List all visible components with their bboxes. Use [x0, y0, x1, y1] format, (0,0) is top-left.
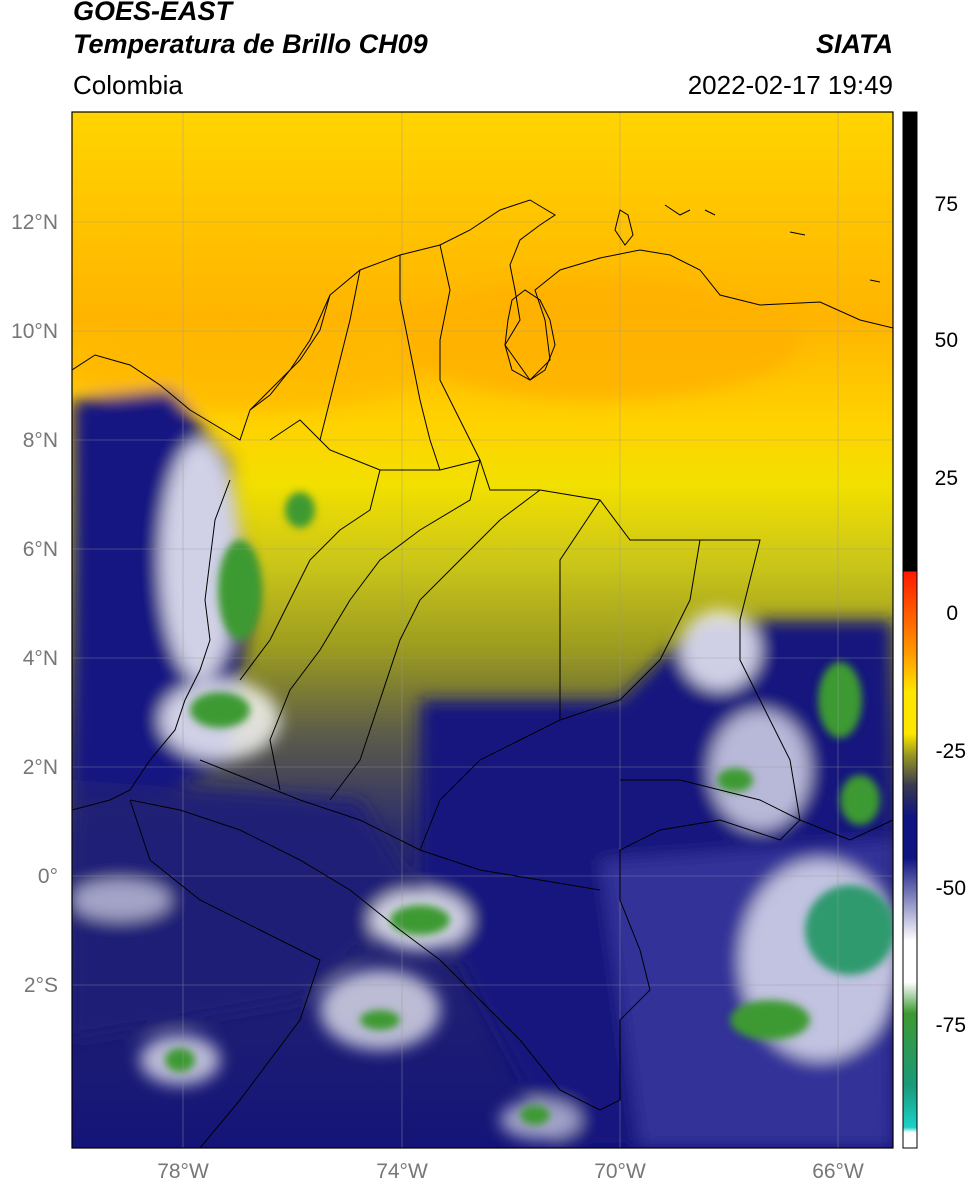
lon-tick-78w: 78°W	[157, 1160, 209, 1183]
map-frame	[71, 111, 894, 1149]
inner-border-3	[419, 499, 601, 851]
inner-border-7	[319, 269, 361, 441]
lat-tick-10n: 10°N	[11, 320, 58, 343]
lon-tick-66w: 66°W	[812, 1160, 864, 1183]
boundaries	[72, 199, 893, 1148]
colombia-border	[129, 419, 801, 1111]
colorbar-bar	[902, 111, 918, 1149]
cb-tick-25: 25	[935, 467, 958, 490]
lat-tick-6n: 6°N	[23, 538, 58, 561]
lat-tick-2s: 2°S	[24, 974, 58, 997]
product-title: Temperatura de Brillo CH09	[73, 29, 428, 59]
lat-tick-labels: 12°N 10°N 8°N 6°N 4°N 2°N 0° 2°S	[11, 211, 58, 997]
lat-tick-4n: 4°N	[23, 647, 58, 670]
cb-tick-0: 0	[946, 602, 958, 625]
inner-border-2	[329, 489, 541, 801]
lon-tick-74w: 74°W	[376, 1160, 428, 1183]
lake-maracaibo	[504, 289, 556, 381]
datetime-label: 2022-02-17 19:49	[687, 70, 893, 100]
inner-border-10	[199, 759, 601, 891]
pacific-coast	[72, 479, 231, 811]
graticule	[72, 112, 893, 1148]
satellite-map: 12°N 10°N 8°N 6°N 4°N 2°N 0° 2°S 78°W 74…	[11, 111, 894, 1183]
cb-tick-50: 50	[935, 329, 958, 352]
inner-border-1	[269, 459, 481, 791]
brazil-border	[620, 779, 893, 841]
inner-border-8	[399, 255, 441, 471]
cb-tick-m50: -50	[936, 877, 966, 900]
cb-tick-m25: -25	[936, 740, 966, 763]
venezuela-coast	[614, 209, 634, 246]
region-label: Colombia	[73, 70, 183, 100]
lat-tick-8n: 8°N	[23, 429, 58, 452]
colorbar-ticks: 75 50 25 0 -25 -50 -75	[935, 193, 966, 1037]
cb-tick-75: 75	[935, 193, 958, 216]
ecuador-peru-border	[129, 799, 321, 1148]
lat-tick-2n: 2°N	[23, 756, 58, 779]
lon-tick-labels: 78°W 74°W 70°W 66°W	[157, 1160, 864, 1183]
inner-border-4	[239, 469, 381, 681]
inner-border-9	[439, 244, 481, 461]
cold-cloud-tops	[165, 492, 893, 1125]
lon-tick-70w: 70°W	[594, 1160, 646, 1183]
cb-tick-m75: -75	[936, 1014, 966, 1037]
inner-border-5	[559, 539, 701, 721]
islands	[664, 204, 881, 283]
lat-tick-0: 0°	[38, 865, 58, 888]
inner-border-6	[249, 294, 331, 411]
satellite-title: GOES-EAST	[73, 0, 233, 26]
agency-label: SIATA	[816, 29, 893, 59]
caribbean-coast	[72, 199, 893, 441]
lat-tick-12n: 12°N	[11, 211, 58, 234]
